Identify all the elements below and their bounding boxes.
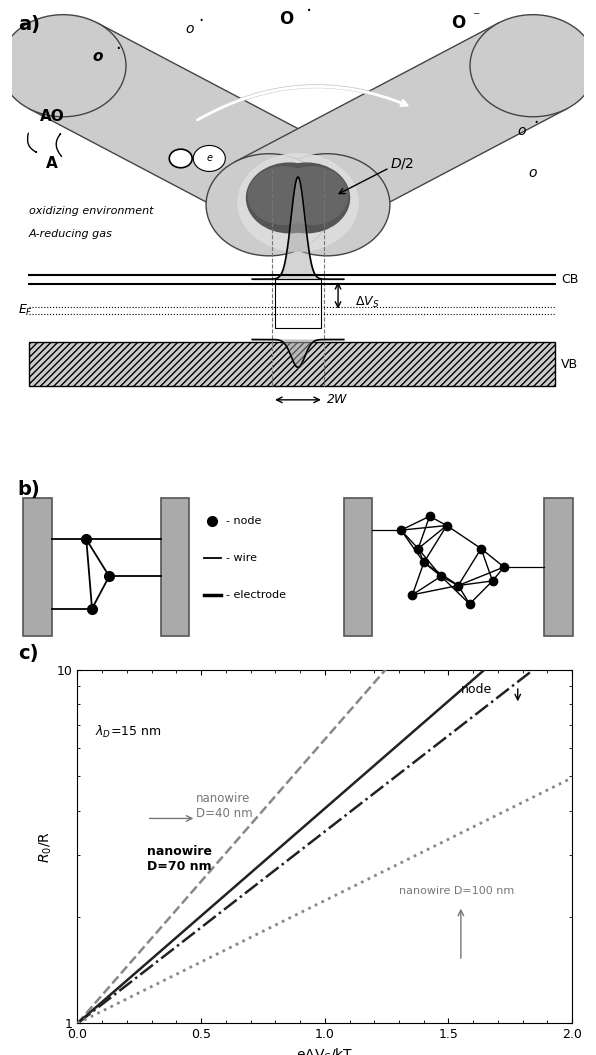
Text: node: node [461, 683, 492, 695]
Text: $E_F$: $E_F$ [18, 303, 33, 319]
Text: o: o [92, 49, 103, 64]
Polygon shape [235, 23, 567, 248]
Bar [275, 280, 321, 328]
Text: A-reducing gas: A-reducing gas [29, 229, 113, 239]
Text: o: o [517, 124, 526, 138]
Circle shape [193, 146, 225, 172]
Circle shape [263, 164, 349, 233]
Circle shape [248, 167, 319, 225]
FancyArrowPatch shape [56, 134, 61, 156]
Text: oxidizing environment: oxidizing environment [29, 206, 154, 216]
Text: O: O [451, 15, 465, 33]
Text: ·: · [198, 13, 203, 31]
Text: ·: · [306, 2, 312, 21]
Bar [23, 498, 52, 636]
Text: b): b) [18, 480, 41, 499]
Text: - electrode: - electrode [226, 590, 287, 599]
Text: $\lambda_D$=15 nm: $\lambda_D$=15 nm [95, 724, 161, 741]
Text: 2W: 2W [327, 394, 347, 406]
Text: O: O [280, 9, 294, 27]
Text: ⁻: ⁻ [471, 11, 479, 24]
Text: nanowire
D=70 nm: nanowire D=70 nm [147, 845, 212, 872]
Ellipse shape [206, 154, 332, 256]
Text: $\Delta V_S$: $\Delta V_S$ [355, 294, 380, 310]
Circle shape [247, 164, 333, 233]
Circle shape [238, 154, 358, 251]
Bar [161, 498, 190, 636]
Text: ·: · [533, 114, 538, 132]
Text: - node: - node [226, 516, 262, 525]
Text: nanowire
D=40 nm: nanowire D=40 nm [196, 792, 253, 821]
Text: c): c) [18, 644, 39, 663]
Text: A: A [46, 156, 58, 171]
Text: AO: AO [39, 110, 64, 124]
Ellipse shape [470, 15, 596, 117]
Circle shape [277, 167, 348, 225]
Text: o: o [185, 22, 194, 36]
Polygon shape [29, 23, 361, 248]
Circle shape [169, 149, 192, 168]
Text: - wire: - wire [226, 553, 257, 562]
Text: CB: CB [561, 272, 579, 286]
FancyArrowPatch shape [27, 133, 36, 152]
Text: o: o [528, 166, 537, 180]
Text: ·: · [115, 40, 120, 58]
Bar [344, 498, 372, 636]
Text: a): a) [18, 15, 40, 34]
Bar [544, 498, 573, 636]
Text: e: e [206, 153, 212, 164]
Text: nanowire D=100 nm: nanowire D=100 nm [399, 885, 514, 896]
Ellipse shape [0, 15, 126, 117]
Bar [29, 342, 555, 386]
Text: VB: VB [561, 358, 578, 370]
Y-axis label: $R_0$/R: $R_0$/R [38, 830, 54, 863]
Text: $D/2$: $D/2$ [390, 156, 414, 171]
Ellipse shape [264, 154, 390, 256]
X-axis label: e$\Delta$V$_S$/kT: e$\Delta$V$_S$/kT [296, 1047, 353, 1055]
